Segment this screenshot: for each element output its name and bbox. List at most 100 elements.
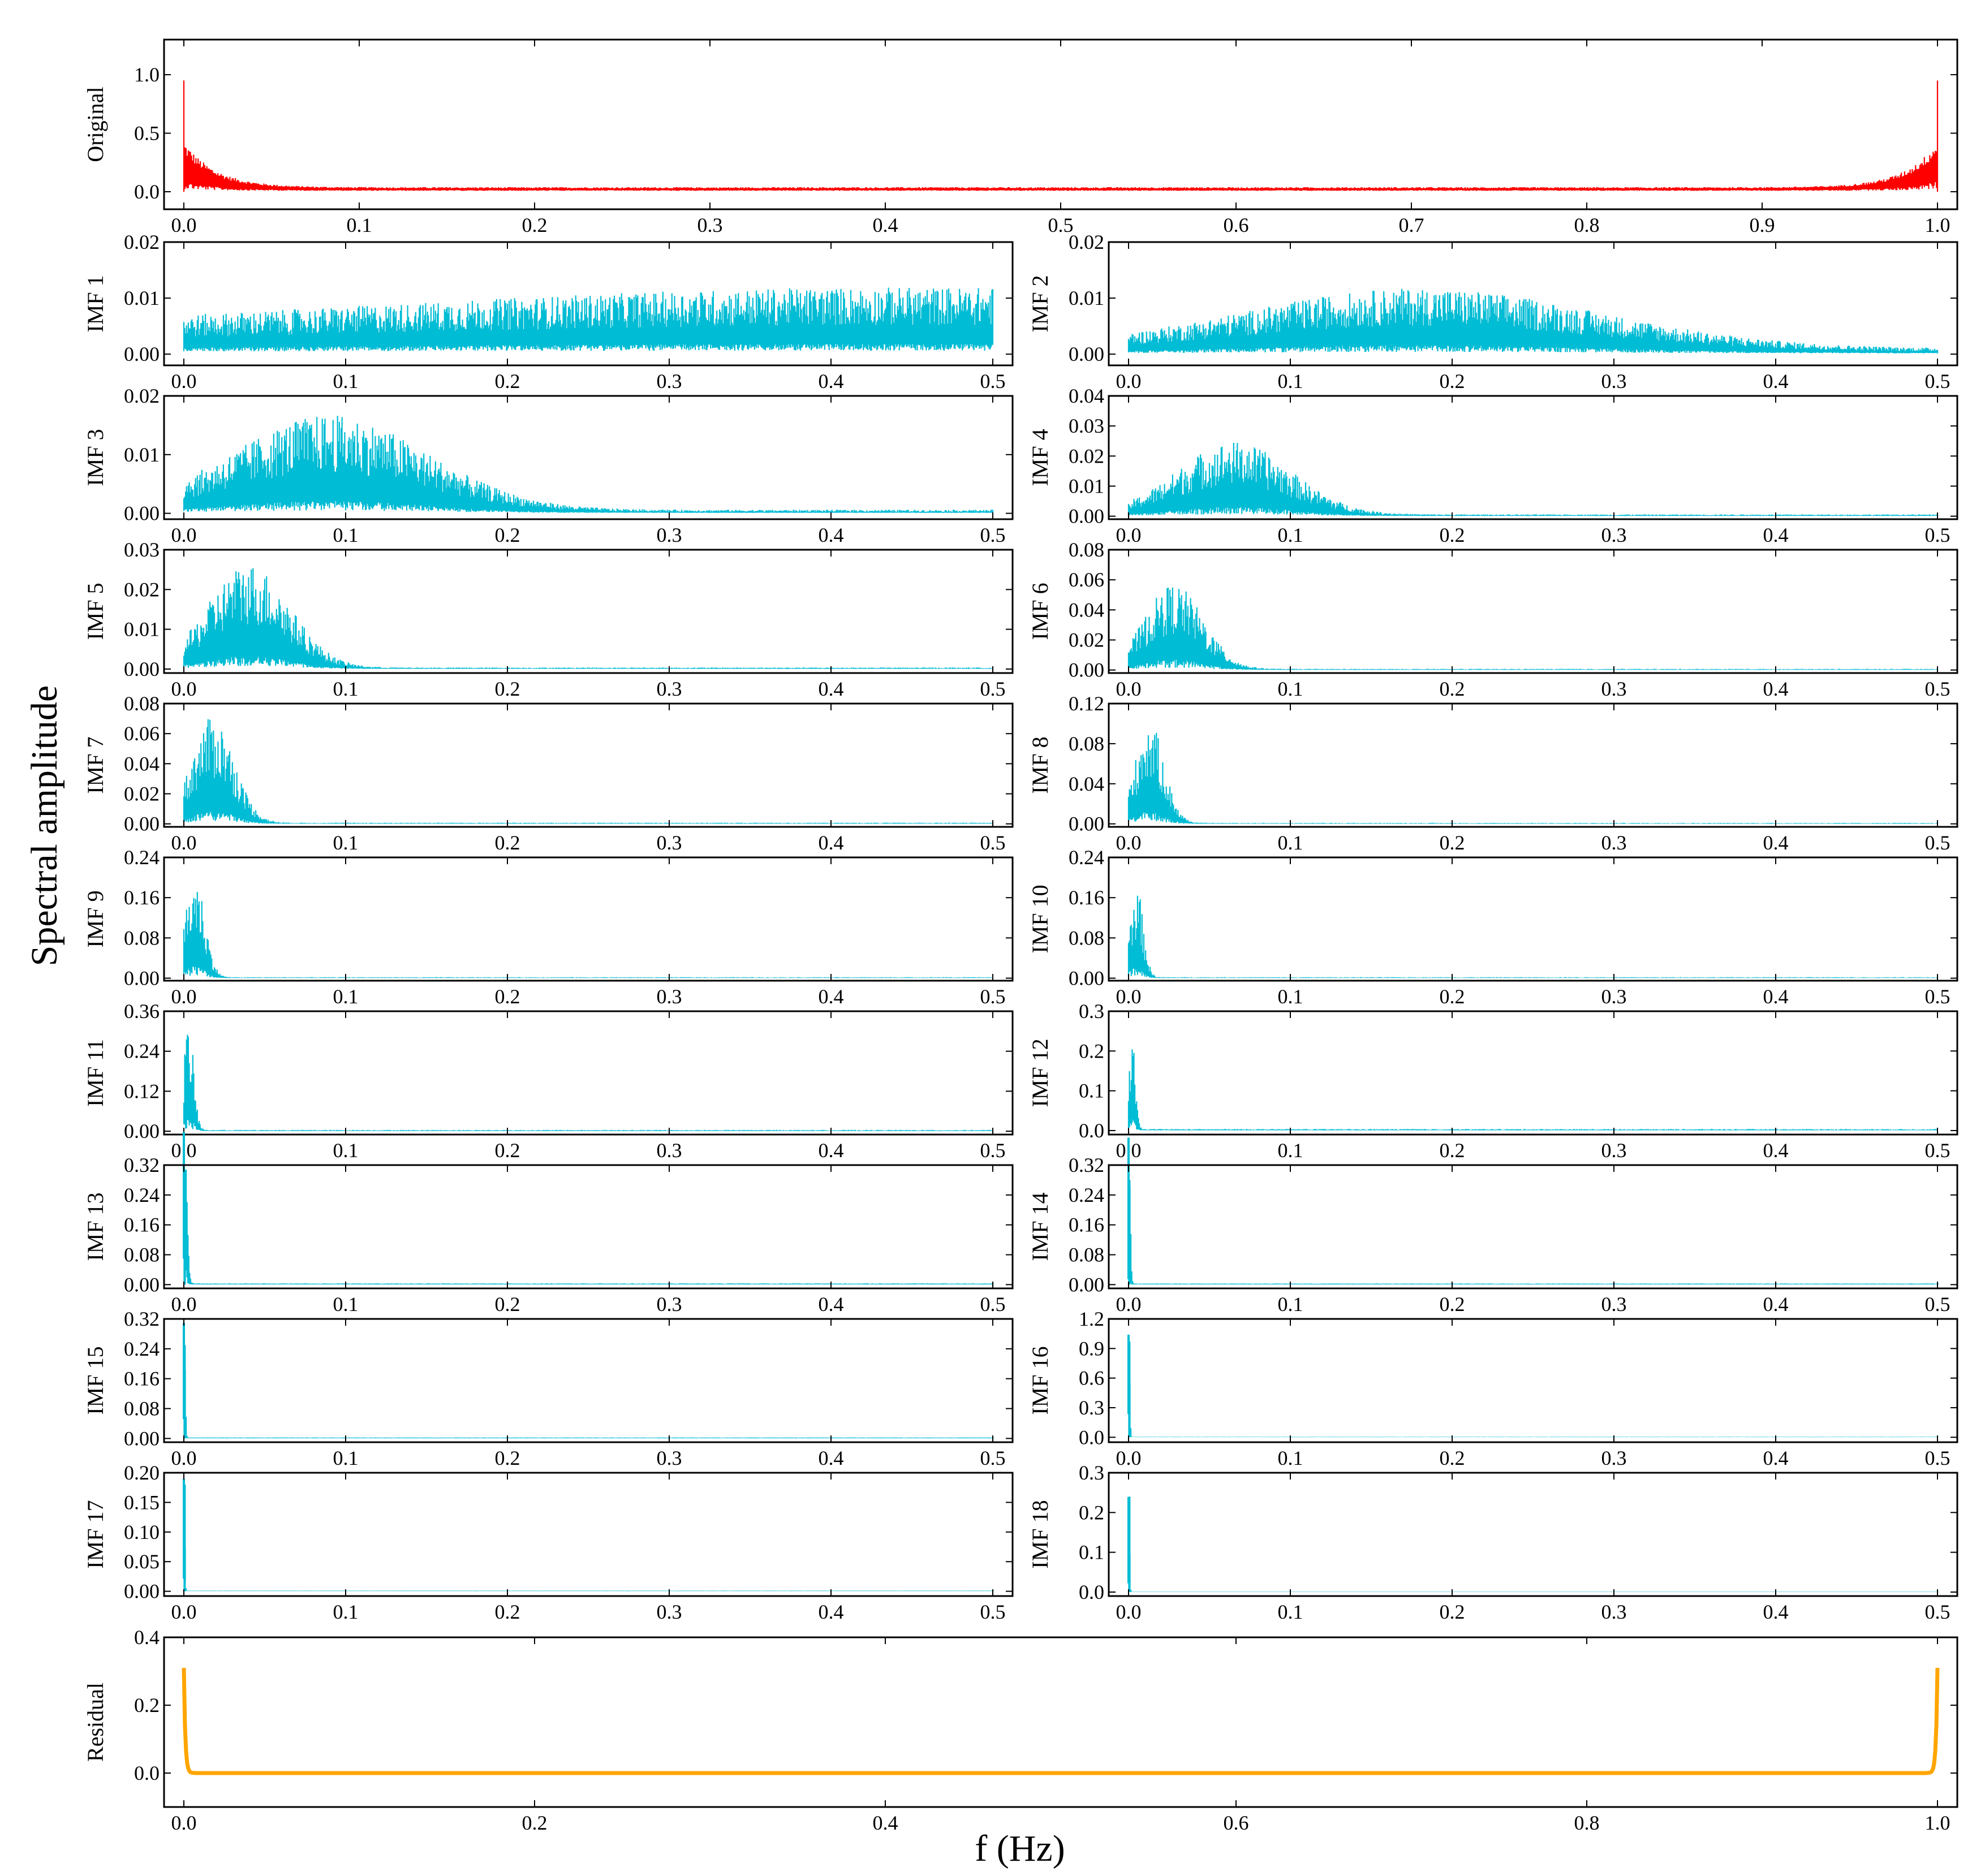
x-tick-label-imf14-5: 0.5 <box>1925 1293 1950 1316</box>
x-tick-label-imf7-1: 0.1 <box>333 831 359 854</box>
panel-imf3: 0.0 0.1 0.2 0.3 0.4 0.5 0.00 0.01 0.02 IMF 3 <box>83 385 1014 546</box>
x-tick-label-imf18-1: 0.1 <box>1278 1601 1303 1623</box>
series-imf17 <box>183 1478 994 1592</box>
x-tick-label-imf8-1: 0.1 <box>1278 831 1303 854</box>
x-tick-label-residual-1: 0.2 <box>522 1812 548 1834</box>
x-axis-title: f (Hz) <box>975 1828 1065 1869</box>
x-tick-label-imf2-1: 0.1 <box>1278 370 1303 393</box>
y-tick-label-imf1-1: 0.01 <box>124 287 160 309</box>
x-tick-label-imf2-0: 0.0 <box>1116 370 1142 393</box>
y-tick-label-imf5-3: 0.03 <box>124 538 160 561</box>
panel-label-imf14: IMF 14 <box>1027 1192 1053 1261</box>
y-tick-label-imf6-2: 0.04 <box>1069 598 1104 621</box>
x-tick-label-imf12-1: 0.1 <box>1278 1139 1303 1162</box>
x-tick-label-imf13-5: 0.5 <box>980 1293 1006 1316</box>
panel-label-imf11: IMF 11 <box>83 1039 108 1107</box>
y-tick-label-imf6-1: 0.02 <box>1069 629 1104 652</box>
x-tick-label-imf16-5: 0.5 <box>1925 1447 1950 1469</box>
x-tick-label-imf7-5: 0.5 <box>980 831 1006 854</box>
series-imf14 <box>1127 1137 1939 1285</box>
y-tick-label-imf4-3: 0.03 <box>1069 415 1104 437</box>
series-imf10 <box>1127 895 1939 978</box>
panel-label-imf6: IMF 6 <box>1027 583 1053 640</box>
axes-frame-imf2 <box>1108 241 1958 366</box>
x-tick-label-imf11-3: 0.3 <box>657 1139 682 1162</box>
y-tick-label-imf18-3: 0.3 <box>1079 1461 1104 1484</box>
y-tick-label-imf2-2: 0.02 <box>1069 231 1104 253</box>
x-tick-label-imf18-5: 0.5 <box>1925 1601 1950 1623</box>
panel-imf16: 0.0 0.1 0.2 0.3 0.4 0.5 0.0 0.3 0.6 0.9 1.2 IMF 16 <box>1027 1308 1958 1469</box>
x-tick-label-imf9-0: 0.0 <box>171 985 197 1008</box>
axes-frame-imf1 <box>163 241 1014 366</box>
y-tick-label-imf1-0: 0.00 <box>124 343 160 365</box>
y-tick-label-imf12-2: 0.2 <box>1079 1040 1104 1062</box>
series-imf2 <box>1127 288 1939 353</box>
x-tick-label-imf14-0: 0.0 <box>1116 1293 1142 1316</box>
series-imf13 <box>183 1132 994 1285</box>
y-tick-label-imf6-3: 0.06 <box>1069 568 1104 591</box>
x-tick-label-imf10-2: 0.2 <box>1440 985 1465 1008</box>
x-tick-label-original-9: 0.9 <box>1750 214 1775 236</box>
x-tick-label-imf13-4: 0.4 <box>819 1293 844 1316</box>
axes-frame-residual <box>163 1636 1958 1808</box>
y-tick-label-imf11-3: 0.36 <box>124 1000 160 1023</box>
x-tick-label-imf16-3: 0.3 <box>1601 1447 1627 1469</box>
panel-label-original: Original <box>83 87 108 162</box>
y-tick-label-imf13-4: 0.32 <box>124 1154 160 1176</box>
x-tick-label-imf6-5: 0.5 <box>1925 678 1950 700</box>
x-tick-label-imf18-3: 0.3 <box>1601 1601 1627 1623</box>
axes-frame-imf3 <box>163 395 1014 520</box>
axes-frame-original <box>163 38 1958 210</box>
panel-label-imf4: IMF 4 <box>1027 429 1053 486</box>
axes-frame-imf5 <box>163 549 1014 674</box>
y-tick-label-imf17-0: 0.00 <box>124 1580 160 1603</box>
y-tick-label-imf11-1: 0.12 <box>124 1080 160 1102</box>
y-tick-label-imf13-2: 0.16 <box>124 1214 160 1236</box>
axes-frame-imf4 <box>1108 395 1958 520</box>
y-tick-label-residual-1: 0.2 <box>134 1694 160 1717</box>
y-tick-label-imf3-1: 0.01 <box>124 443 160 466</box>
x-tick-label-imf6-1: 0.1 <box>1278 678 1303 700</box>
panel-residual: 0.0 0.2 0.4 0.6 0.8 1.0 0.0 0.2 0.4 Residual <box>83 1626 1958 1834</box>
x-tick-label-imf8-5: 0.5 <box>1925 831 1950 854</box>
y-tick-label-imf3-0: 0.00 <box>124 502 160 525</box>
y-tick-label-imf14-2: 0.16 <box>1069 1214 1104 1236</box>
x-tick-label-imf5-2: 0.2 <box>495 678 520 700</box>
y-tick-label-imf4-0: 0.00 <box>1069 505 1104 528</box>
series-imf9 <box>183 892 994 978</box>
series-imf3 <box>183 416 994 513</box>
y-tick-label-imf16-4: 1.2 <box>1079 1308 1104 1330</box>
panel-imf18: 0.0 0.1 0.2 0.3 0.4 0.5 0.0 0.1 0.2 0.3 IMF 18 <box>1027 1461 1958 1623</box>
series-original <box>183 80 1939 192</box>
y-tick-label-imf15-3: 0.24 <box>124 1338 160 1360</box>
series-imf4 <box>1127 443 1939 516</box>
y-tick-label-imf5-1: 0.01 <box>124 618 160 641</box>
x-tick-label-imf13-2: 0.2 <box>495 1293 520 1316</box>
y-tick-label-imf9-3: 0.24 <box>124 846 160 869</box>
x-tick-label-imf1-5: 0.5 <box>980 370 1006 393</box>
series-imf16 <box>1127 1334 1939 1438</box>
y-tick-label-imf6-4: 0.08 <box>1069 538 1104 561</box>
y-tick-label-imf7-3: 0.06 <box>124 722 160 745</box>
x-tick-label-imf11-2: 0.2 <box>495 1139 520 1162</box>
x-tick-label-imf9-4: 0.4 <box>819 985 844 1008</box>
x-tick-label-imf17-1: 0.1 <box>333 1601 359 1623</box>
panel-label-imf17: IMF 17 <box>83 1500 108 1568</box>
panel-imf2: 0.0 0.1 0.2 0.3 0.4 0.5 0.00 0.01 0.02 IMF 2 <box>1027 231 1958 393</box>
axes-frame-imf12 <box>1108 1010 1958 1136</box>
x-tick-label-imf15-4: 0.4 <box>819 1447 844 1469</box>
y-tick-label-imf17-2: 0.10 <box>124 1521 160 1543</box>
y-tick-label-original-1: 0.5 <box>134 122 160 145</box>
x-tick-label-imf2-2: 0.2 <box>1440 370 1465 393</box>
x-tick-label-imf11-4: 0.4 <box>819 1139 844 1162</box>
x-tick-label-residual-5: 1.0 <box>1925 1812 1950 1834</box>
y-tick-label-imf7-4: 0.08 <box>124 692 160 715</box>
panel-imf15: 0.0 0.1 0.2 0.3 0.4 0.5 0.00 0.08 0.16 0.24 0.32 IM… <box>83 1308 1014 1469</box>
x-tick-label-imf15-1: 0.1 <box>333 1447 359 1469</box>
panel-imf8: 0.0 0.1 0.2 0.3 0.4 0.5 0.00 0.04 0.08 0.12 IMF 8 <box>1027 692 1958 854</box>
y-tick-label-imf14-0: 0.00 <box>1069 1273 1104 1296</box>
series-residual <box>182 1667 1940 1775</box>
panel-imf10: 0.0 0.1 0.2 0.3 0.4 0.5 0.00 0.08 0.16 0.24 IMF 10 <box>1027 846 1958 1008</box>
